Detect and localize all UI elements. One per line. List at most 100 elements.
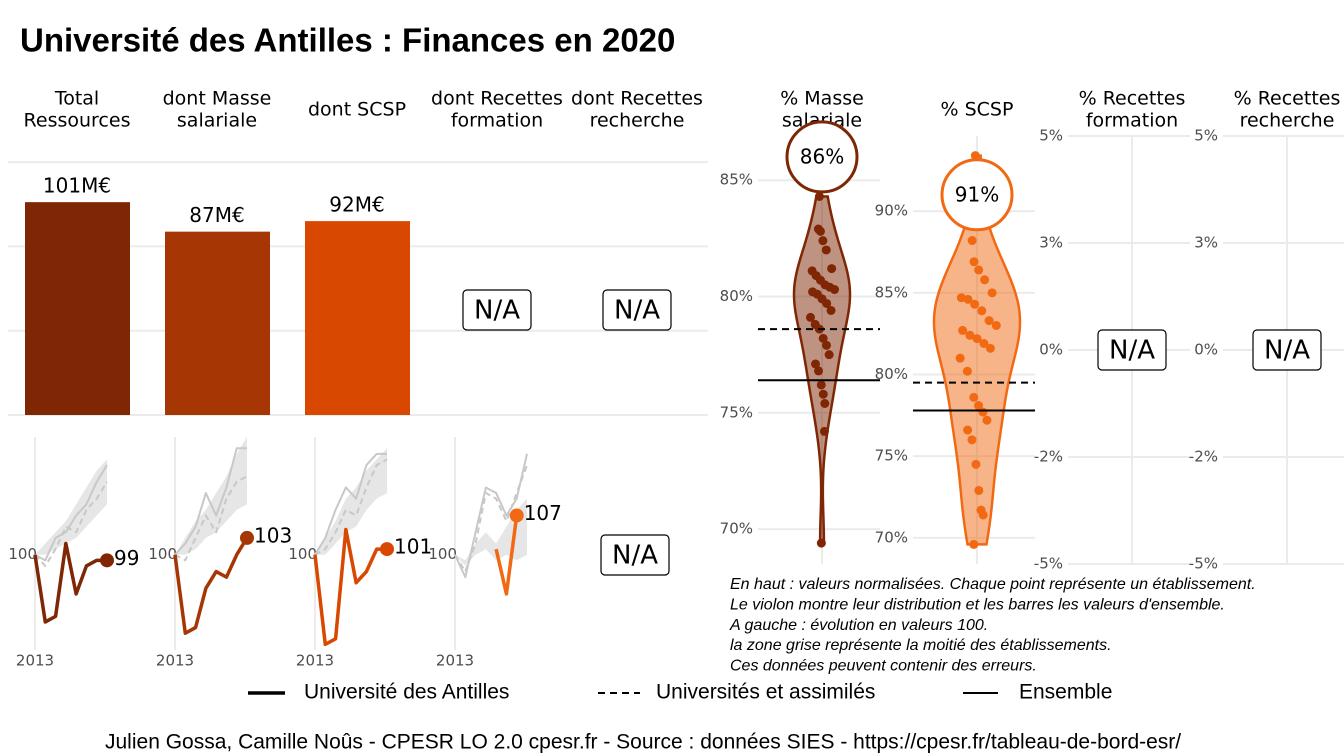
point — [955, 353, 965, 363]
series-line — [34, 464, 108, 562]
y-tick-label: 5% — [1039, 127, 1063, 145]
na-label: N/A — [1264, 336, 1310, 366]
point — [821, 340, 831, 350]
na-label: N/A — [614, 296, 660, 326]
y-tick-label: 100 — [288, 545, 317, 563]
band-area — [175, 437, 247, 555]
value-label: 87M€ — [189, 203, 244, 227]
y-tick-label: 0% — [1194, 341, 1218, 359]
na-box — [602, 289, 672, 331]
point — [814, 366, 824, 376]
point — [982, 415, 992, 425]
end-marker — [240, 530, 254, 545]
panel-header: dont SCSP — [308, 99, 406, 121]
y-tick-label: 100 — [8, 545, 37, 563]
panel-header: % SCSP — [941, 99, 1014, 121]
point — [962, 366, 972, 376]
bar — [25, 202, 130, 415]
value-label: 101M€ — [43, 174, 111, 198]
note: En haut : valeurs normalisées. Chaque po… — [730, 576, 1256, 593]
point — [815, 226, 825, 236]
panel-header: salariale — [177, 110, 257, 132]
value-circle — [785, 120, 859, 194]
point — [816, 538, 826, 548]
point — [814, 191, 824, 201]
series-line — [314, 452, 387, 556]
panel-header: % Recettes — [1234, 88, 1341, 110]
panel-header: % Masse — [780, 88, 864, 110]
panel-header: % Recettes — [1079, 88, 1186, 110]
band-area — [35, 459, 107, 555]
point — [978, 510, 988, 520]
point — [972, 334, 982, 344]
point — [965, 330, 975, 340]
na-label: N/A — [612, 541, 658, 571]
note: la zone grise représente la moitié des é… — [730, 637, 1112, 654]
point — [819, 426, 829, 436]
y-tick-label: -5% — [1034, 555, 1063, 573]
point — [810, 359, 820, 369]
panel-header: recherche — [1240, 110, 1335, 132]
value-circle — [940, 158, 1014, 232]
series-line — [174, 475, 248, 562]
y-tick-label: 3% — [1194, 234, 1218, 252]
point — [971, 459, 981, 469]
panel-header: formation — [451, 110, 543, 132]
na-box — [600, 534, 670, 576]
point — [827, 264, 837, 274]
legend-label: Universités et assimilés — [656, 681, 875, 704]
legend-label: Ensemble — [1019, 681, 1112, 704]
point — [818, 236, 828, 246]
na-box — [1252, 329, 1322, 371]
point — [958, 325, 968, 335]
x-tick-label: 2013 — [436, 652, 474, 670]
x-tick-label: 2013 — [296, 652, 334, 670]
legend-label: Université des Antilles — [304, 681, 509, 704]
point — [824, 350, 834, 360]
point — [978, 407, 988, 417]
point — [974, 485, 984, 495]
panel-header: Total — [54, 88, 99, 110]
panel-header: dont Recettes — [571, 88, 703, 110]
end-label: 99 — [114, 546, 139, 570]
end-marker — [100, 553, 114, 568]
point — [816, 380, 826, 390]
note: Le violon montre leur distribution et le… — [730, 597, 1225, 614]
point — [818, 389, 828, 399]
y-tick-label: 70% — [875, 528, 908, 546]
page-title: Université des Antilles : Finances en 20… — [20, 22, 675, 59]
end-marker — [509, 508, 524, 523]
series-line — [313, 527, 387, 647]
y-tick-label: 100 — [428, 545, 457, 563]
point — [963, 425, 973, 435]
series-line — [34, 481, 108, 567]
series-line — [33, 541, 107, 624]
panel-header: formation — [1086, 110, 1178, 132]
point — [967, 236, 977, 246]
na-box — [462, 289, 532, 331]
point — [987, 288, 997, 298]
value-label: 92M€ — [329, 193, 384, 217]
point — [980, 275, 990, 285]
point — [991, 320, 1001, 330]
point — [821, 245, 831, 255]
end-marker — [380, 542, 394, 557]
series-line — [494, 515, 519, 596]
point — [969, 257, 979, 267]
point — [963, 294, 973, 304]
y-tick-label: 75% — [720, 403, 753, 421]
bar — [305, 221, 410, 415]
end-label: 103 — [254, 523, 292, 547]
point — [984, 316, 994, 326]
point — [818, 333, 828, 343]
point — [969, 539, 979, 549]
y-tick-label: 5% — [1194, 127, 1218, 145]
band-area — [315, 448, 387, 555]
series-line — [174, 447, 247, 556]
panel-header: recherche — [590, 110, 685, 132]
value-label: 91% — [955, 182, 999, 206]
y-tick-label: 85% — [720, 171, 753, 189]
end-label: 101 — [394, 535, 432, 559]
point — [970, 151, 980, 161]
